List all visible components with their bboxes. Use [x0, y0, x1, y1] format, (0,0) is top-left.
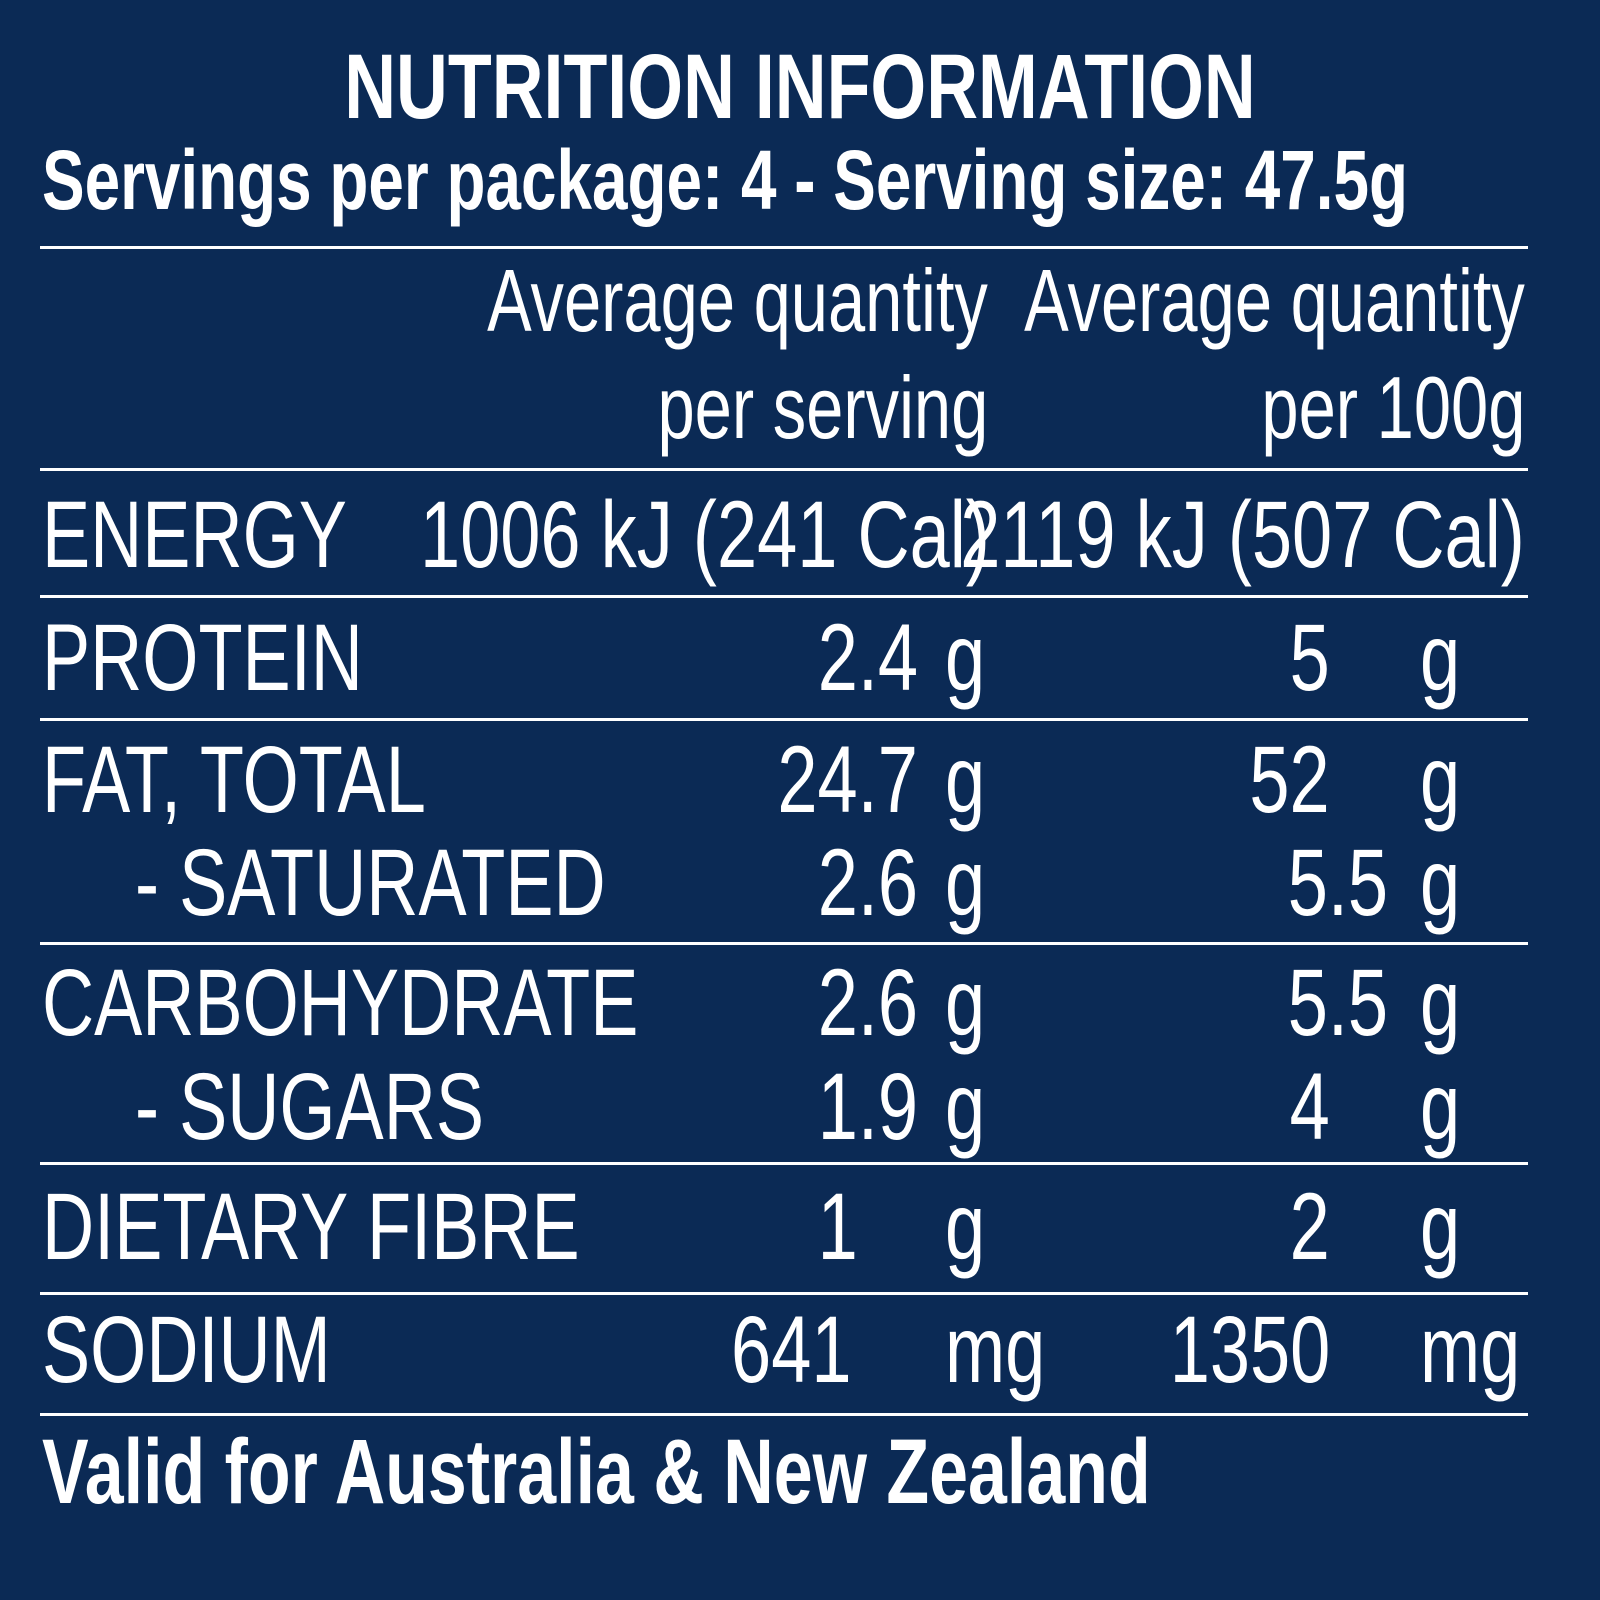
sugars-label: - SUGARS [135, 1054, 485, 1160]
divider [40, 468, 1528, 471]
divider [40, 1162, 1528, 1165]
fibre-per100: 2 [1289, 1174, 1330, 1280]
sodium-label: SODIUM [42, 1297, 331, 1403]
energy-label: ENERGY [42, 482, 347, 588]
divider [40, 595, 1528, 598]
sugars-serving: 1.9 [817, 1054, 918, 1160]
sugars-per100: 4 [1289, 1054, 1330, 1160]
divider [40, 1292, 1528, 1295]
fat-per100-unit: g [1420, 727, 1461, 833]
fibre-per100-unit: g [1420, 1174, 1461, 1280]
sugars-per100-unit: g [1420, 1054, 1461, 1160]
saturated-serving-unit: g [945, 830, 986, 936]
divider [40, 246, 1528, 249]
footer-note: Valid for Australia & New Zealand [42, 1421, 1151, 1523]
saturated-serving: 2.6 [817, 830, 918, 936]
fibre-serving-unit: g [945, 1174, 986, 1280]
carbohydrate-per100-unit: g [1420, 950, 1461, 1056]
sodium-serving: 641 [731, 1297, 852, 1403]
fibre-serving: 1 [817, 1174, 858, 1280]
protein-per100: 5 [1289, 605, 1330, 711]
divider [40, 942, 1528, 945]
subtitle: Servings per package: 4 - Serving size: … [42, 133, 1409, 227]
fat-serving-unit: g [945, 727, 986, 833]
protein-serving: 2.4 [817, 605, 918, 711]
sodium-serving-unit: mg [945, 1297, 1046, 1403]
sugars-serving-unit: g [945, 1054, 986, 1160]
col-header-100g-2: per 100g [1260, 358, 1525, 457]
col-header-serving-2: per serving [657, 358, 988, 457]
fibre-label: DIETARY FIBRE [42, 1174, 580, 1280]
protein-label: PROTEIN [42, 605, 363, 711]
col-header-100g-1: Average quantity [1024, 251, 1525, 350]
fat-label: FAT, TOTAL [42, 727, 426, 833]
fat-serving: 24.7 [777, 727, 918, 833]
protein-serving-unit: g [945, 605, 986, 711]
carbohydrate-serving-unit: g [945, 950, 986, 1056]
title: NUTRITION INFORMATION [344, 36, 1256, 138]
saturated-per100: 5.5 [1287, 830, 1388, 936]
carbohydrate-label: CARBOHYDRATE [42, 950, 639, 1056]
divider [40, 1413, 1528, 1416]
protein-per100-unit: g [1420, 605, 1461, 711]
carbohydrate-serving: 2.6 [817, 950, 918, 1056]
fat-per100: 52 [1249, 727, 1330, 833]
sodium-per100-unit: mg [1420, 1297, 1521, 1403]
sodium-per100: 1350 [1169, 1297, 1330, 1403]
divider [40, 718, 1528, 721]
carbohydrate-per100: 5.5 [1287, 950, 1388, 1056]
saturated-label: - SATURATED [135, 830, 606, 936]
energy-serving: 1006 kJ (241 Cal) [420, 482, 990, 588]
saturated-per100-unit: g [1420, 830, 1461, 936]
col-header-serving-1: Average quantity [487, 251, 988, 350]
energy-per100: 2119 kJ (507 Cal) [960, 482, 1525, 588]
